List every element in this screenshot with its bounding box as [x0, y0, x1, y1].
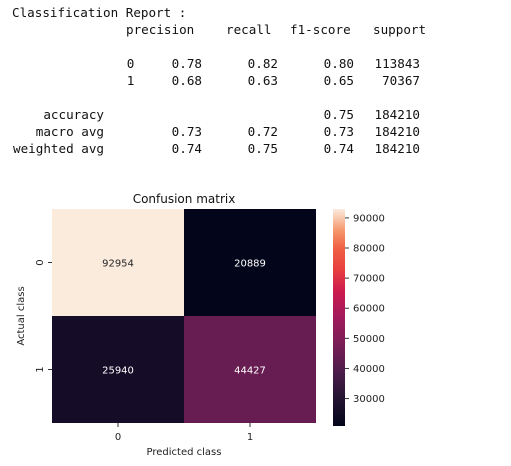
colorbar [333, 209, 345, 426]
row-recall: 0.75 [247, 141, 278, 156]
report-title: Classification Report : [12, 5, 187, 20]
cell-value-1-0: 25940 [102, 366, 134, 377]
y-tick-label-1: 1 [35, 366, 46, 372]
x-axis-label: Predicted class [147, 447, 222, 458]
row-label: 1 [126, 73, 135, 88]
header-support: support [373, 22, 427, 37]
row-support: 184210 [374, 124, 421, 139]
heatmap-cell-1-0 [52, 316, 184, 423]
row-f1: 0.73 [323, 124, 354, 139]
row-label: macro avg [35, 124, 104, 139]
colorbar-tick-label-40000: 40000 [353, 364, 385, 375]
row-recall: 0.63 [247, 73, 278, 88]
colorbar-tick-label-50000: 50000 [353, 334, 385, 345]
header-precision: precision [126, 22, 195, 37]
row-precision: 0.68 [171, 73, 202, 88]
report-row-accuracy: accuracy 0.75 184210 [12, 106, 420, 123]
colorbar-tick-label-30000: 30000 [353, 394, 385, 405]
heatmap-cell-0-0 [52, 209, 184, 316]
report-row-class-0: 0 0.78 0.82 0.80 113843 [12, 55, 420, 72]
row-label: 0 [126, 56, 135, 71]
x-tick-label-1: 1 [247, 432, 253, 443]
chart-title: Confusion matrix [133, 192, 236, 206]
row-support: 184210 [374, 141, 421, 156]
row-precision: 0.74 [171, 141, 202, 156]
classification-report: Classification Report : precision recall… [12, 4, 426, 157]
cell-value-0-0: 92954 [102, 259, 134, 270]
row-f1: 0.80 [323, 56, 354, 71]
colorbar-tick-label-90000: 90000 [353, 213, 385, 224]
report-header-row: precision recall f1-score support [12, 21, 426, 38]
row-recall: 0.82 [247, 56, 278, 71]
report-row-class-1: 1 0.68 0.63 0.65 70367 [12, 72, 420, 89]
y-axis-label: Actual class [16, 286, 27, 345]
cell-value-1-1: 44427 [234, 366, 266, 377]
row-precision: 0.73 [171, 124, 202, 139]
header-recall: recall [226, 22, 272, 37]
colorbar-tick-label-70000: 70000 [353, 274, 385, 285]
row-support: 113843 [374, 56, 421, 71]
heatmap-cell-1-1 [184, 316, 316, 423]
row-label: accuracy [43, 107, 104, 122]
header-f1-score: f1-score [290, 22, 351, 37]
row-f1: 0.74 [323, 141, 354, 156]
heatmap-cell-0-1 [184, 209, 316, 316]
x-tick-label-0: 0 [115, 432, 121, 443]
y-tick-label-0: 0 [35, 259, 46, 265]
colorbar-tick-label-60000: 60000 [353, 304, 385, 315]
row-precision: 0.78 [171, 56, 202, 71]
cell-value-0-1: 20889 [234, 259, 266, 270]
row-f1: 0.75 [323, 107, 354, 122]
report-row-macro-avg: macro avg 0.73 0.72 0.73 184210 [12, 123, 420, 140]
row-label: weighted avg [13, 141, 104, 156]
report-row-weighted-avg: weighted avg 0.74 0.75 0.74 184210 [12, 140, 420, 157]
report-title-line: Classification Report : [12, 4, 186, 21]
row-f1: 0.65 [323, 73, 354, 88]
colorbar-tick-label-80000: 80000 [353, 244, 385, 255]
row-recall: 0.72 [247, 124, 278, 139]
row-support: 184210 [374, 107, 421, 122]
row-support: 70367 [382, 73, 420, 88]
